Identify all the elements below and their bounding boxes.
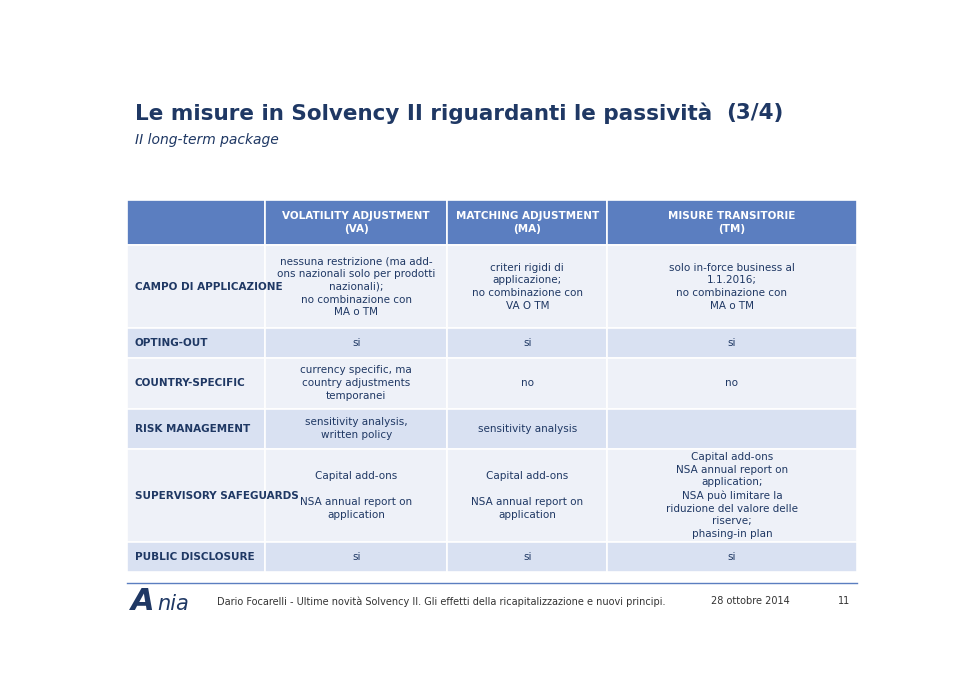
Bar xyxy=(265,328,447,358)
Text: VOLATILITY ADJUSTMENT
(VA): VOLATILITY ADJUSTMENT (VA) xyxy=(282,211,430,234)
Text: nia: nia xyxy=(157,594,189,614)
Bar xyxy=(447,200,608,246)
Text: 28 ottobre 2014: 28 ottobre 2014 xyxy=(711,596,790,606)
Bar xyxy=(128,358,265,409)
Bar xyxy=(128,246,265,328)
Text: solo in-force business al
1.1.2016;
no combinazione con
MA o TM: solo in-force business al 1.1.2016; no c… xyxy=(669,262,795,311)
Text: CAMPO DI APPLICAZIONE: CAMPO DI APPLICAZIONE xyxy=(134,282,282,292)
Text: Dario Focarelli - Ultime novità Solvency II. Gli effetti della ricapitalizzazion: Dario Focarelli - Ultime novità Solvency… xyxy=(217,596,665,607)
Text: Capital add-ons
NSA annual report on
application;
NSA può limitare la
riduzione : Capital add-ons NSA annual report on app… xyxy=(666,452,798,539)
Text: si: si xyxy=(728,552,736,562)
Bar xyxy=(447,246,608,328)
Bar xyxy=(128,328,265,358)
Bar xyxy=(265,409,447,449)
Bar xyxy=(265,542,447,572)
Text: (3/4): (3/4) xyxy=(727,103,783,123)
Text: sensitivity analysis: sensitivity analysis xyxy=(478,424,577,433)
Text: si: si xyxy=(728,338,736,348)
Bar xyxy=(447,328,608,358)
Bar xyxy=(265,246,447,328)
Text: 11: 11 xyxy=(838,596,851,606)
Text: COUNTRY-SPECIFIC: COUNTRY-SPECIFIC xyxy=(134,378,246,388)
Text: OPTING-OUT: OPTING-OUT xyxy=(134,338,208,348)
Text: no: no xyxy=(521,378,534,388)
Bar xyxy=(608,542,856,572)
Text: currency specific, ma
country adjustments
temporanei: currency specific, ma country adjustment… xyxy=(300,365,412,401)
Text: si: si xyxy=(352,552,360,562)
Text: criteri rigidi di
applicazione;
no combinazione con
VA O TM: criteri rigidi di applicazione; no combi… xyxy=(471,262,583,311)
Bar xyxy=(608,246,856,328)
Text: Le misure in Solvency II riguardanti le passività: Le misure in Solvency II riguardanti le … xyxy=(134,103,712,125)
Text: MISURE TRANSITORIE
(TM): MISURE TRANSITORIE (TM) xyxy=(668,211,796,234)
Text: II long-term package: II long-term package xyxy=(134,132,278,146)
Text: si: si xyxy=(523,552,532,562)
Text: Capital add-ons

NSA annual report on
application: Capital add-ons NSA annual report on app… xyxy=(300,471,412,519)
Text: si: si xyxy=(523,338,532,348)
Bar xyxy=(608,449,856,542)
Text: nessuna restrizione (ma add-
ons nazionali solo per prodotti
nazionali);
no comb: nessuna restrizione (ma add- ons naziona… xyxy=(277,256,436,317)
Text: no: no xyxy=(726,378,738,388)
Bar xyxy=(265,200,447,246)
Text: A: A xyxy=(132,587,155,616)
Text: SUPERVISORY SAFEGUARDS: SUPERVISORY SAFEGUARDS xyxy=(134,491,299,500)
Text: si: si xyxy=(352,338,360,348)
Bar xyxy=(608,200,856,246)
Bar xyxy=(128,542,265,572)
Bar xyxy=(447,542,608,572)
Bar xyxy=(447,358,608,409)
Bar xyxy=(128,449,265,542)
Bar xyxy=(608,358,856,409)
Bar xyxy=(447,409,608,449)
Bar xyxy=(128,200,265,246)
Text: PUBLIC DISCLOSURE: PUBLIC DISCLOSURE xyxy=(134,552,254,562)
Bar xyxy=(265,449,447,542)
Bar xyxy=(608,328,856,358)
Bar xyxy=(128,409,265,449)
Text: MATCHING ADJUSTMENT
(MA): MATCHING ADJUSTMENT (MA) xyxy=(456,211,599,234)
Bar xyxy=(265,358,447,409)
Text: sensitivity analysis,
written policy: sensitivity analysis, written policy xyxy=(305,417,408,440)
Bar xyxy=(608,409,856,449)
Text: RISK MANAGEMENT: RISK MANAGEMENT xyxy=(134,424,251,433)
Bar xyxy=(447,449,608,542)
Text: Capital add-ons

NSA annual report on
application: Capital add-ons NSA annual report on app… xyxy=(471,471,584,519)
